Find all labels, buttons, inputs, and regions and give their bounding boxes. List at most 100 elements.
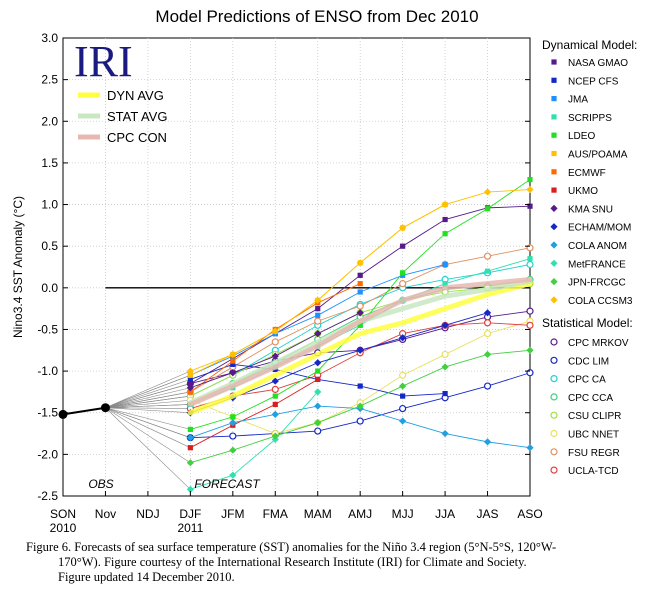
caption-line-1: Figure 6. Forecasts of sea surface tempe…	[26, 540, 557, 554]
point-cola-ccsm3	[229, 350, 237, 359]
legend-label-ukmo: UKMO	[568, 186, 598, 197]
forecast-annotation: FORECAST	[194, 477, 261, 491]
point-cdc-lim	[399, 404, 407, 413]
point-fsu-regr	[399, 280, 407, 288]
point-echam-mom	[441, 321, 449, 329]
point-cola-ccsm3	[356, 259, 364, 267]
point-ukmo	[272, 401, 278, 407]
legend-dynamical-title: Dynamical Model:	[542, 38, 637, 52]
avg-legend-label: STAT AVG	[107, 109, 167, 124]
legend-marker-cpc-cca	[550, 393, 558, 401]
point-kma-snu	[356, 309, 364, 317]
point-cola-ccsm3	[441, 200, 449, 209]
point-ldeo	[272, 393, 278, 399]
point-ldeo	[187, 426, 193, 432]
connector-ncep-cfs	[105, 379, 191, 409]
point-cola-anom	[271, 410, 279, 418]
point-nasa-gmao	[315, 306, 321, 312]
point-ukmo	[315, 376, 321, 383]
point-ldeo	[442, 231, 448, 237]
point-nasa-gmao	[400, 243, 406, 249]
legend-label-cola-anom: COLA ANOM	[568, 241, 627, 252]
legend-marker-aus-poama	[551, 150, 557, 157]
point-jma	[442, 261, 448, 268]
series-line-ukmo	[190, 379, 318, 449]
point-cdc-lim	[356, 417, 364, 425]
point-kma-snu	[186, 384, 194, 392]
point-cola-anom	[441, 429, 449, 438]
obs-line	[62, 406, 106, 416]
connector-jpn-frcgc	[105, 407, 191, 463]
point-ldeo	[527, 176, 533, 183]
series-line-metfrance	[190, 391, 319, 490]
point-ldeo	[484, 206, 491, 212]
point-ncep-cfs	[187, 376, 193, 383]
point-cola-anom	[186, 434, 194, 442]
connector-cdc-lim	[105, 407, 191, 438]
point-cpc-mrkov	[526, 307, 534, 315]
point-ecmwf	[230, 358, 236, 364]
point-cdc-lim	[314, 427, 322, 435]
y-tick-label: 3.0	[41, 31, 58, 45]
legend-statistical-title: Statistical Model:	[542, 316, 633, 330]
point-ecmwf	[187, 389, 193, 395]
point-nasa-gmao	[357, 272, 363, 278]
point-ucla-tcd	[483, 319, 492, 327]
x-tick-label: JFM	[221, 507, 244, 521]
point-ldeo	[357, 322, 363, 328]
point-ucla-tcd	[271, 385, 279, 394]
point-echam-mom	[483, 309, 492, 317]
caption-line-2: 170°W). Figure courtesy of the Internati…	[58, 555, 527, 569]
point-aus-poama	[187, 372, 193, 378]
figure-caption: Figure 6. Forecasts of sea surface tempe…	[26, 540, 638, 585]
connector-csu-clipr	[105, 395, 191, 409]
point-ecmwf	[357, 281, 363, 287]
legend-marker-fsu-regr	[550, 448, 558, 456]
point-jpn-frcgc	[441, 363, 449, 371]
legend-label-cdc-lim: CDC LIM	[568, 356, 609, 367]
y-tick-label: -2.5	[37, 489, 58, 503]
point-echam-mom	[356, 346, 364, 354]
point-jma	[315, 312, 321, 318]
x-tick-label: JJA	[435, 507, 455, 521]
connector-echam-mom	[105, 407, 191, 414]
x-tick-label: ASO	[517, 507, 542, 521]
y-tick-label: 0.0	[41, 281, 58, 295]
point-nasa-gmao	[187, 380, 193, 387]
legend-marker-ldeo	[551, 132, 557, 138]
point-ncep-cfs	[400, 393, 406, 399]
point-kma-snu	[229, 369, 237, 377]
enso-chart: Model Predictions of ENSO from Dec 2010 …	[11, 7, 637, 535]
point-cdc-lim	[229, 432, 237, 440]
x-tick-sublabel: 2010	[50, 521, 77, 535]
connector-ukmo	[105, 407, 191, 448]
legend-label-ldeo: LDEO	[568, 131, 595, 142]
y-tick-label: -0.5	[37, 322, 58, 336]
point-cdc-lim	[483, 382, 492, 390]
legend-marker-nasa-gmao	[551, 59, 557, 65]
x-tick-label: DJF	[179, 507, 201, 521]
y-axis-label: Nino3.4 SST Anomaly (°C)	[11, 196, 25, 338]
caption-line-3: Figure updated 14 December 2010.	[58, 570, 235, 584]
point-metfrance	[229, 471, 237, 479]
point-jpn-frcgc	[483, 350, 492, 359]
obs-annotation: OBS	[88, 477, 113, 491]
x-tick-label: AMJ	[348, 507, 372, 521]
connector-ldeo	[105, 407, 191, 430]
point-jpn-frcgc	[314, 419, 322, 427]
point-ldeo	[400, 270, 406, 276]
legend-marker-kma-snu	[550, 204, 558, 212]
point-cola-anom	[399, 417, 407, 425]
x-tick-label: MAM	[304, 507, 332, 521]
y-tick-label: -2.0	[37, 447, 58, 461]
legend-label-echam-mom: ECHAM/MOM	[568, 223, 631, 234]
legend-label-cpc-ca: CPC CA	[568, 375, 606, 386]
point-ncep-cfs	[357, 383, 363, 389]
point-scripps	[527, 256, 533, 262]
point-jma	[357, 289, 363, 295]
connector-ucla-tcd	[105, 407, 191, 409]
point-kma-snu	[314, 330, 322, 338]
legend-label-fsu-regr: FSU REGR	[568, 448, 620, 459]
legend-label-metfrance: MetFRANCE	[568, 259, 626, 270]
point-ubc-nnet	[441, 350, 449, 359]
